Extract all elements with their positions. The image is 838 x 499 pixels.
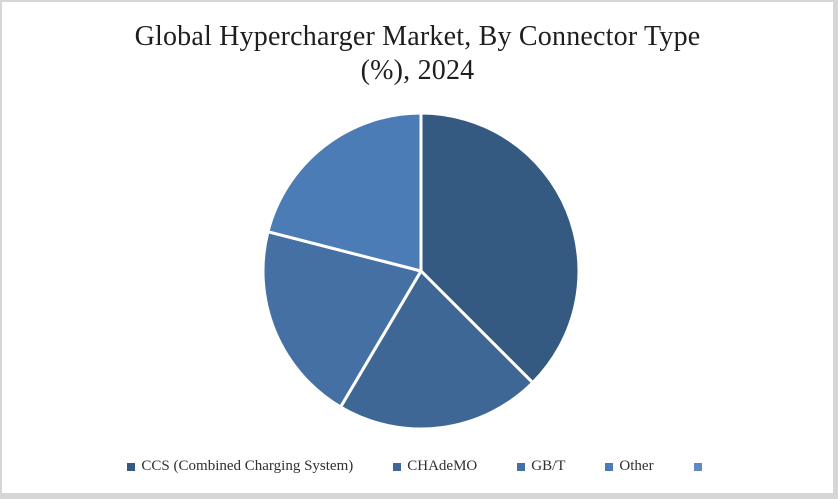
- chart-title-line2: (%), 2024: [360, 55, 475, 86]
- legend-item-other[interactable]: Other: [605, 458, 654, 475]
- legend: CCS (Combined Charging System) CHAdeMO GB/…: [2, 458, 833, 475]
- chart-title-line1: Global Hypercharger Market, By Connector…: [134, 21, 701, 52]
- legend-swatch-blank: [693, 462, 702, 471]
- legend-item-ccs-combined-charging-system[interactable]: CCS (Combined Charging System): [127, 458, 353, 475]
- legend-item-gb-t[interactable]: GB/T: [517, 458, 565, 475]
- legend-swatch-ccs-combined-charging-system: [127, 462, 136, 471]
- pie-chart: [261, 111, 581, 431]
- legend-label-chademo: CHAdeMO: [407, 458, 478, 474]
- legend-item-blank[interactable]: [693, 462, 708, 471]
- legend-swatch-gb-t: [517, 462, 526, 471]
- legend-swatch-other: [605, 462, 614, 471]
- pie-slice-gb-t[interactable]: [261, 230, 423, 409]
- chart-title: Global Hypercharger Market, By Connector…: [2, 20, 833, 88]
- pie-slice-chademo[interactable]: [339, 269, 535, 431]
- legend-label-gb-t: GB/T: [531, 458, 566, 474]
- legend-label-ccs-combined-charging-system: CCS (Combined Charging System): [141, 458, 354, 474]
- pie-slice-ccs-combined-charging-system[interactable]: [419, 111, 581, 385]
- legend-item-chademo[interactable]: CHAdeMO: [393, 458, 477, 475]
- legend-label-other: Other: [619, 458, 654, 474]
- pie-slice-other[interactable]: [266, 111, 423, 273]
- legend-swatch-chademo: [393, 462, 402, 471]
